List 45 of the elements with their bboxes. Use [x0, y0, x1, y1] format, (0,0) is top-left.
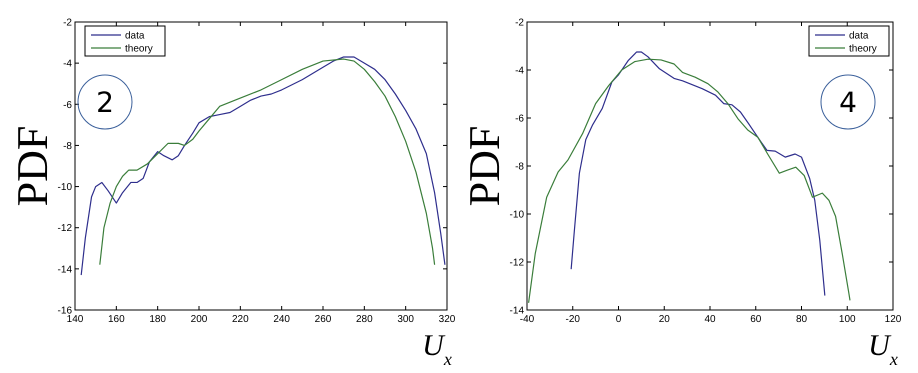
x-tick-label: 260	[314, 314, 332, 325]
x-tick-label: 120	[884, 314, 902, 325]
x-tick-label: 60	[750, 314, 762, 325]
x-tick-label: 140	[66, 314, 84, 325]
x-tick-label: 300	[397, 314, 414, 325]
y-axis-title: PDF	[8, 126, 57, 206]
x-tick-label: 280	[356, 314, 374, 325]
x-axis-title: U$_{x}$	[868, 329, 898, 369]
x-tick-label: 20	[658, 314, 670, 325]
y-tick-label: -4	[63, 58, 72, 70]
y-tick-label: -2	[63, 18, 72, 28]
x-tick-label: -20	[566, 314, 580, 325]
x-tick-label: 200	[190, 314, 208, 325]
x-tick-label: 160	[108, 314, 126, 325]
y-tick-label: -8	[63, 140, 72, 152]
x-tick-label: 180	[149, 314, 166, 325]
x-tick-label: 0	[616, 314, 622, 325]
x-axis-title: U$_{x}$	[422, 329, 452, 369]
y-tick-label: -12	[510, 258, 524, 268]
annotation: 2	[96, 86, 114, 119]
annotation: 4	[839, 86, 857, 119]
y-tick-label: -10	[58, 182, 72, 194]
y-axis-title: PDF	[460, 126, 509, 206]
x-tick-label: 320	[438, 314, 456, 325]
legend-label: data	[849, 30, 869, 42]
legend-label: theory	[849, 44, 877, 54]
x-tick-label: 220	[232, 314, 250, 325]
x-tick-label: 80	[796, 314, 808, 325]
x-tick-label: 100	[838, 314, 856, 325]
y-tick-label: -4	[515, 66, 524, 76]
y-tick-label: -16	[58, 306, 72, 316]
y-tick-label: -2	[515, 18, 524, 28]
y-tick-label: -10	[510, 210, 524, 220]
x-tick-label: -40	[520, 314, 535, 325]
x-tick-label: 240	[273, 314, 290, 325]
y-tick-label: -14	[58, 264, 72, 276]
x-tick-label: 40	[704, 314, 716, 325]
y-tick-label: -12	[58, 223, 72, 234]
line-series	[570, 51, 826, 296]
y-tick-label: -8	[515, 162, 524, 172]
y-tick-label: -6	[515, 114, 524, 124]
legend-label: data	[125, 30, 145, 42]
y-tick-label: -6	[63, 100, 72, 111]
legend-label: theory	[125, 44, 153, 54]
y-tick-label: -14	[510, 306, 524, 316]
